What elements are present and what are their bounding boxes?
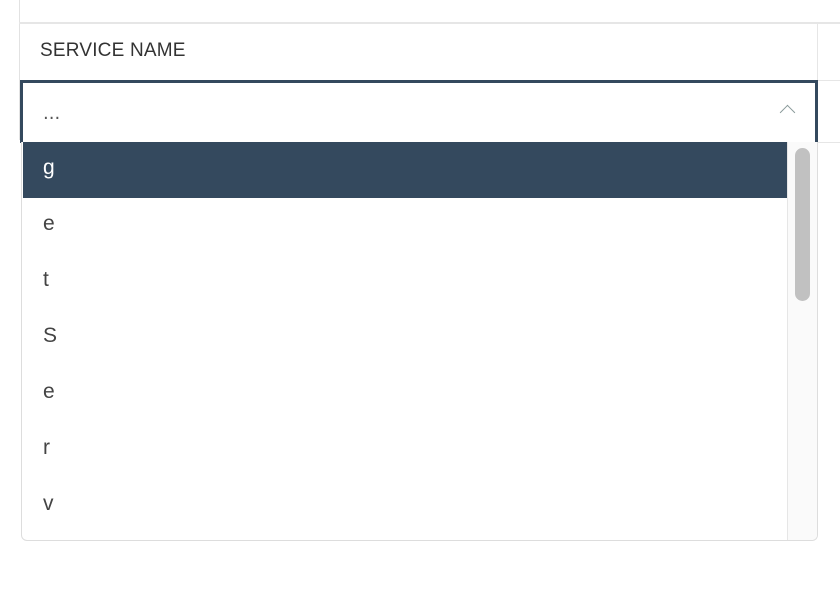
select-value: ...: [43, 103, 61, 124]
dropdown-option[interactable]: v: [23, 478, 787, 534]
scrollbar-thumb[interactable]: [795, 148, 810, 301]
dropdown-option[interactable]: t: [23, 254, 787, 310]
table-border-row: [818, 80, 840, 81]
option-label: t: [43, 268, 49, 291]
scrollbar-track[interactable]: [787, 142, 817, 540]
service-name-select[interactable]: ...: [20, 80, 818, 143]
chevron-up-icon[interactable]: [779, 104, 796, 121]
option-label: S: [43, 324, 58, 347]
option-label: e: [43, 380, 55, 403]
option-label: v: [43, 492, 54, 515]
service-name-label: SERVICE NAME: [40, 40, 186, 61]
table-border-top: [19, 22, 840, 24]
dropdown-option[interactable]: e: [23, 366, 787, 422]
option-label: r: [43, 436, 50, 459]
dropdown-option[interactable]: r: [23, 422, 787, 478]
table-border-column: [817, 24, 818, 80]
option-label: g: [43, 156, 55, 179]
table-border-left: [19, 0, 20, 140]
dropdown-option[interactable]: S: [23, 310, 787, 366]
dropdown-option[interactable]: g: [23, 142, 787, 198]
option-label: e: [43, 212, 55, 235]
dropdown-option[interactable]: e: [23, 198, 787, 254]
table-border-row: [818, 142, 840, 143]
